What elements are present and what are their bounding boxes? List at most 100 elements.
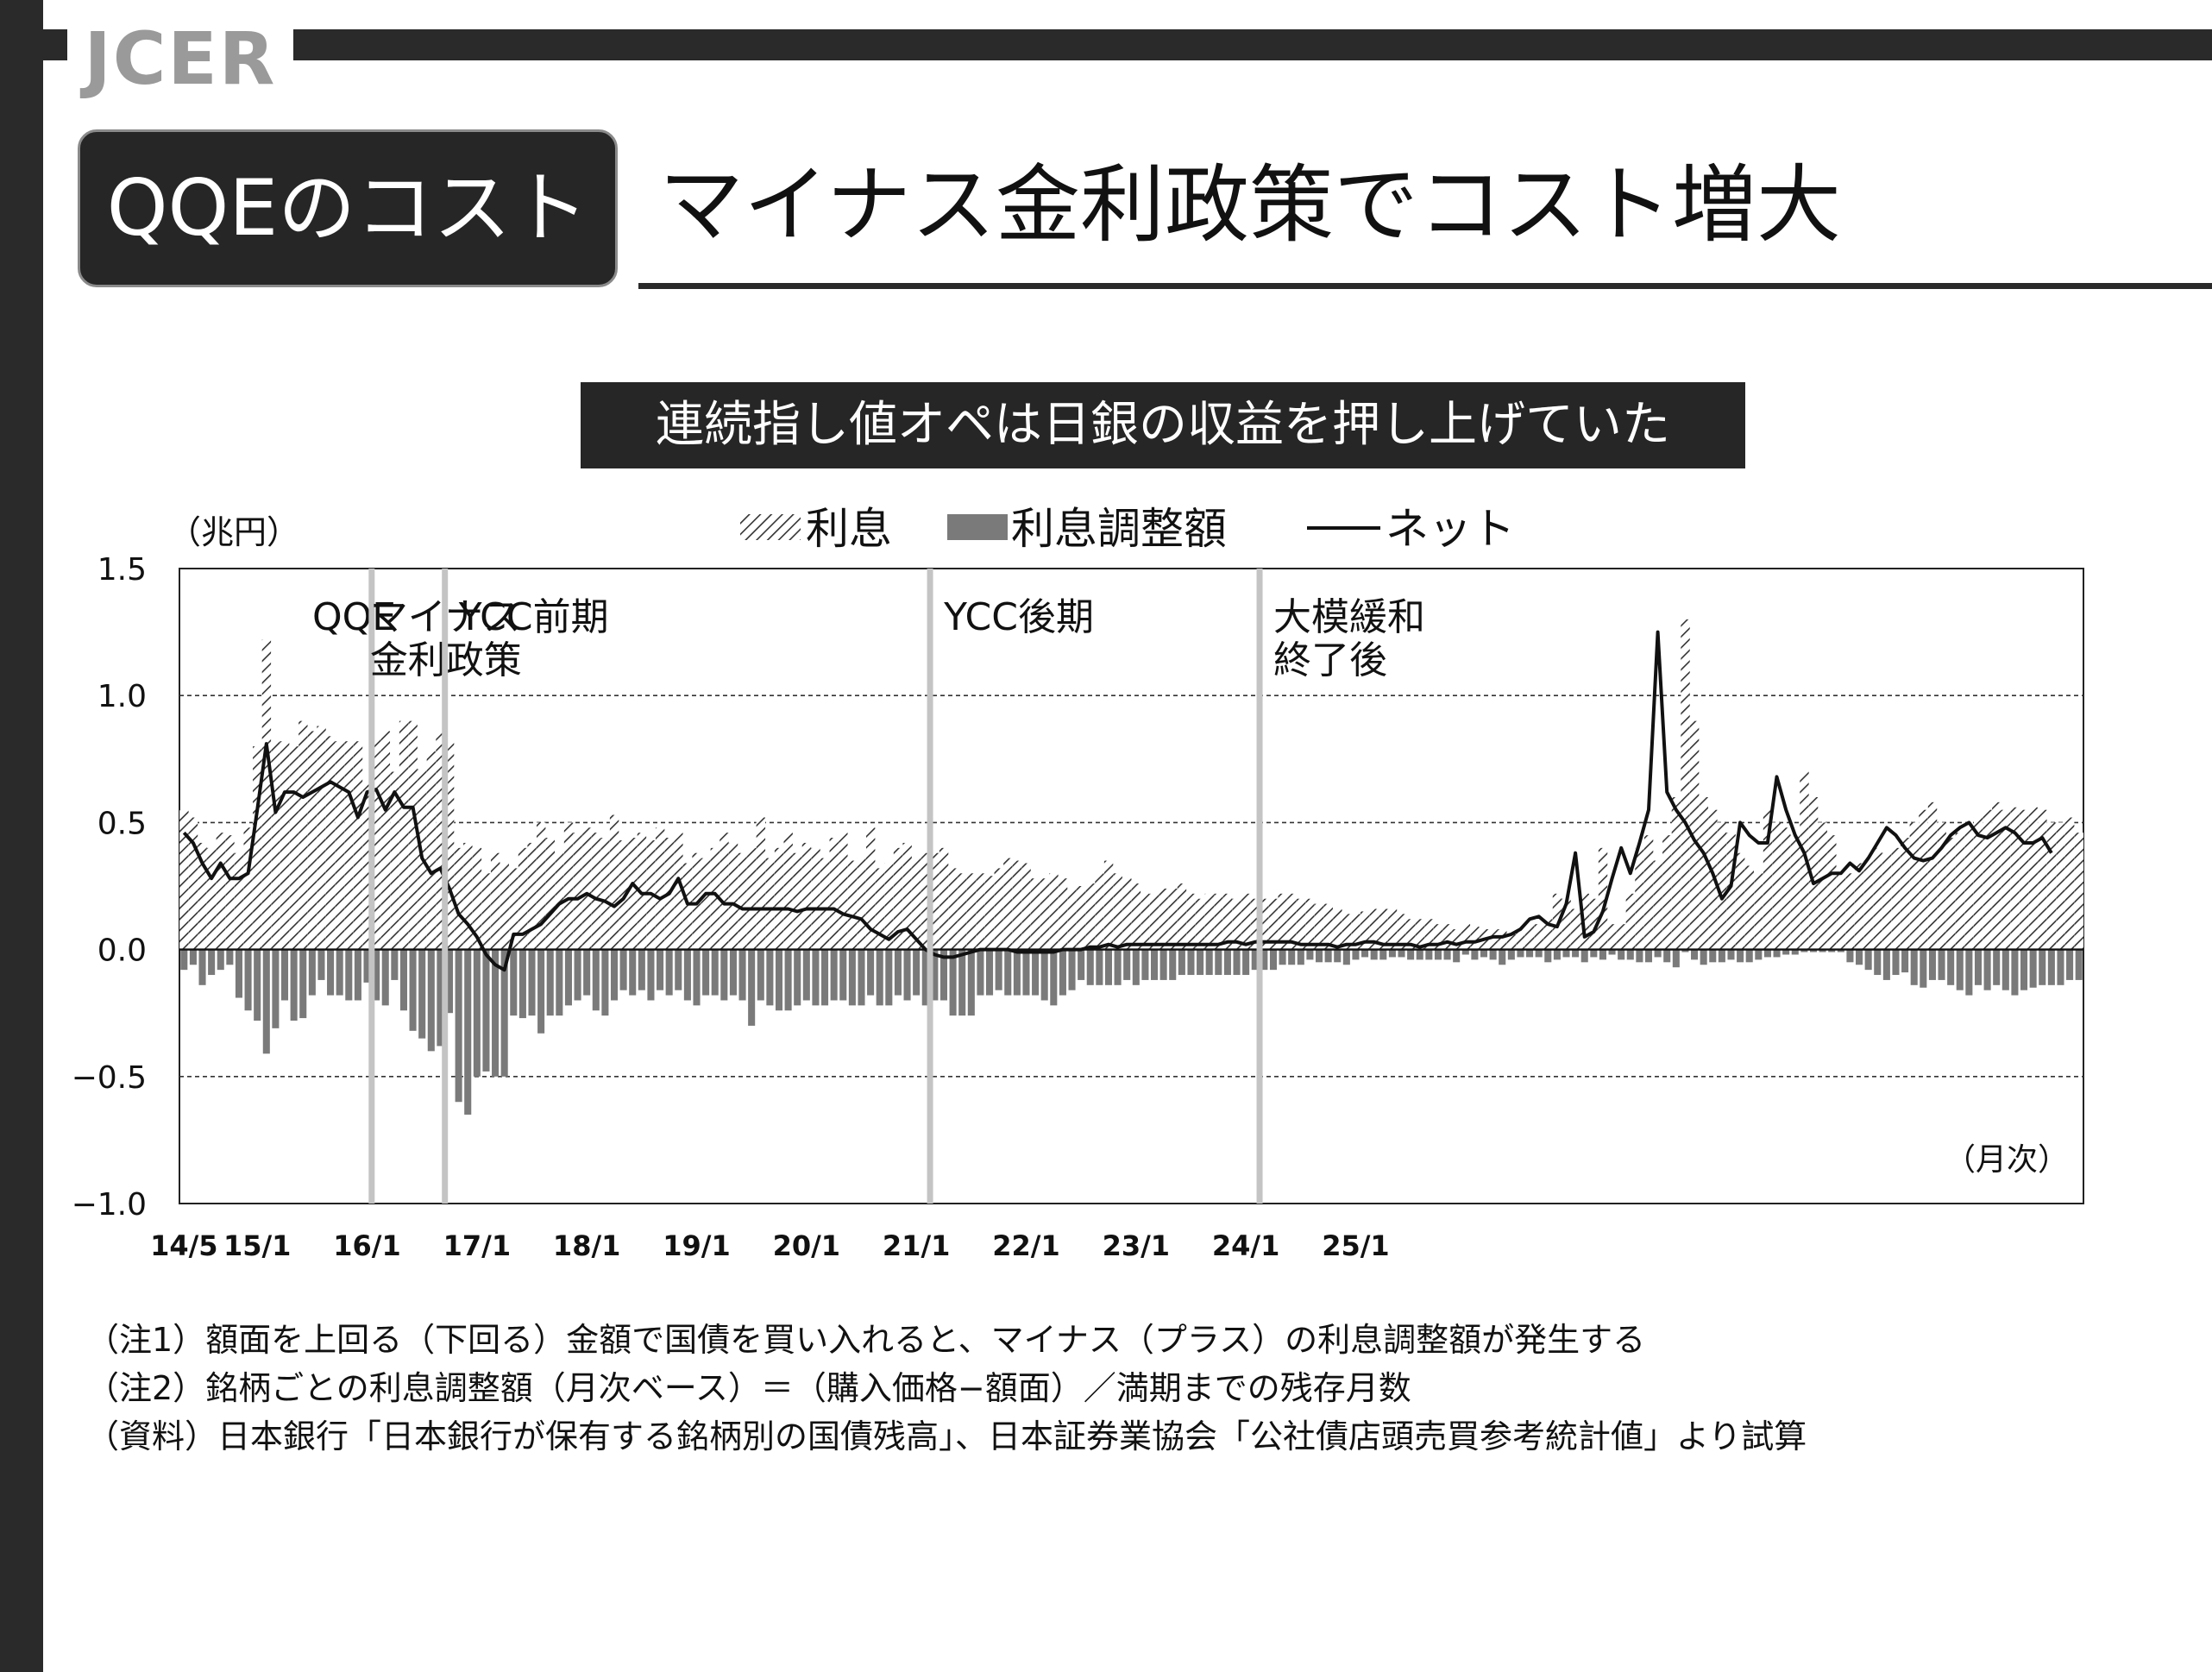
adjustment-bar [418, 949, 426, 1039]
adjustment-bar [647, 949, 655, 1001]
adjustment-bar [1434, 949, 1442, 960]
interest-bar [1397, 914, 1406, 950]
interest-bar [1744, 865, 1755, 950]
interest-bar [1030, 878, 1040, 950]
adjustment-bar [1626, 949, 1634, 960]
interest-bar [1827, 835, 1837, 950]
interest-bar [399, 720, 409, 950]
adjustment-bar [189, 949, 197, 965]
interest-bar [1333, 908, 1342, 950]
adjustment-bar [601, 949, 609, 1016]
adjustment-bar [336, 949, 343, 996]
adjustment-bar [500, 949, 508, 1077]
interest-bar [481, 873, 491, 950]
adjustment-bar [949, 949, 957, 1016]
interest-bar [1296, 898, 1306, 950]
interest-bar [2046, 822, 2057, 950]
adjustment-bar [958, 949, 966, 1016]
adjustment-bar [693, 949, 701, 1006]
interest-bar [1800, 771, 1809, 950]
adjustment-bar [1324, 949, 1332, 963]
interest-bar [875, 868, 885, 950]
footnotes: （注1）額面を上回る（下回る）金額で国債を買い入れると、マイナス（プラス）の利息… [86, 1316, 1807, 1461]
adjustment-bar [812, 949, 820, 1006]
interest-bar [682, 863, 693, 950]
adjustment-bar [2029, 949, 2037, 988]
adjustment-bar [867, 949, 875, 996]
interest-bar [1571, 908, 1580, 950]
adjustment-bar [537, 949, 545, 1034]
footnote-1: （注1）額面を上回る（下回る）金額で国債を買い入れると、マイナス（プラス）の利息… [86, 1321, 1646, 1359]
interest-bar [1369, 908, 1379, 950]
adjustment-bar [317, 949, 325, 980]
adjustment-bar [1599, 949, 1606, 960]
interest-bar [1589, 898, 1599, 950]
adjustment-bar [290, 949, 298, 1021]
interest-bar [2074, 833, 2083, 950]
jcer-logo: JCER [67, 19, 293, 98]
adjustment-bar [766, 949, 774, 1006]
adjustment-bar [262, 949, 270, 1054]
interest-bar [1717, 822, 1727, 950]
adjustment-bar [995, 949, 1002, 990]
x-tick-label: 20/1 [773, 1229, 840, 1262]
interest-bar [1946, 838, 1956, 950]
interest-bar [289, 746, 298, 950]
adjustment-bar [455, 949, 462, 1103]
adjustment-bar [2057, 949, 2064, 985]
interest-bar [436, 731, 445, 950]
interest-bar [1699, 796, 1708, 950]
interest-bar [655, 827, 665, 950]
interest-bar [893, 847, 903, 950]
adjustment-bar [556, 949, 563, 1016]
interest-bar [1754, 873, 1763, 950]
adjustment-bar [1819, 949, 1826, 952]
adjustment-bar [1709, 949, 1717, 963]
adjustment-bar [903, 949, 911, 1001]
adjustment-bar [198, 949, 206, 985]
adjustment-bar [1737, 949, 1744, 963]
interest-bar [984, 876, 995, 950]
adjustment-bar [757, 949, 764, 1001]
adjustment-bar [1644, 949, 1653, 963]
adjustment-bar [409, 949, 417, 1031]
left-frame-bar [0, 0, 43, 1672]
adjustment-bar [1608, 949, 1616, 955]
interest-bar [243, 827, 253, 950]
interest-bar [1442, 924, 1452, 950]
interest-bar [1598, 847, 1608, 950]
x-tick-label: 16/1 [333, 1229, 400, 1262]
adjustment-bar [1965, 949, 1973, 996]
interest-bar [801, 842, 812, 950]
x-tick-label: 24/1 [1212, 1229, 1279, 1262]
adjustment-bar [1517, 949, 1524, 958]
section-label: QQEのコスト [78, 129, 618, 287]
interest-bar [362, 782, 372, 950]
interest-bar [1424, 919, 1434, 950]
interest-bar [490, 852, 500, 950]
adjustment-bar [1920, 949, 1927, 988]
adjustment-bar [675, 949, 682, 990]
interest-bar [1268, 898, 1279, 950]
interest-bar [207, 847, 217, 950]
interest-bar [1708, 809, 1718, 950]
interest-bar [1351, 914, 1361, 950]
adjustment-bar [464, 949, 472, 1115]
interest-bar [1067, 888, 1077, 950]
interest-bar [1452, 929, 1461, 950]
footnote-3: （資料）日本銀行「日本銀行が保有する銘柄別の国債残高」、日本証券業協会「公社債店… [86, 1417, 1807, 1455]
interest-bar [298, 720, 308, 950]
interest-bar [1726, 833, 1736, 950]
adjustment-bar [1580, 949, 1588, 963]
adjustment-bar [482, 949, 490, 1072]
adjustment-bar [299, 949, 307, 1019]
adjustment-bar [1453, 949, 1461, 963]
adjustment-bar [1288, 949, 1296, 965]
adjustment-bar [2039, 949, 2046, 985]
adjustment-bar [235, 949, 243, 998]
adjustment-bar [308, 949, 316, 996]
adjustment-bar [1856, 949, 1863, 965]
interest-bar [1168, 888, 1178, 950]
interest-bar [1021, 863, 1031, 950]
adjustment-bar [1342, 949, 1350, 965]
